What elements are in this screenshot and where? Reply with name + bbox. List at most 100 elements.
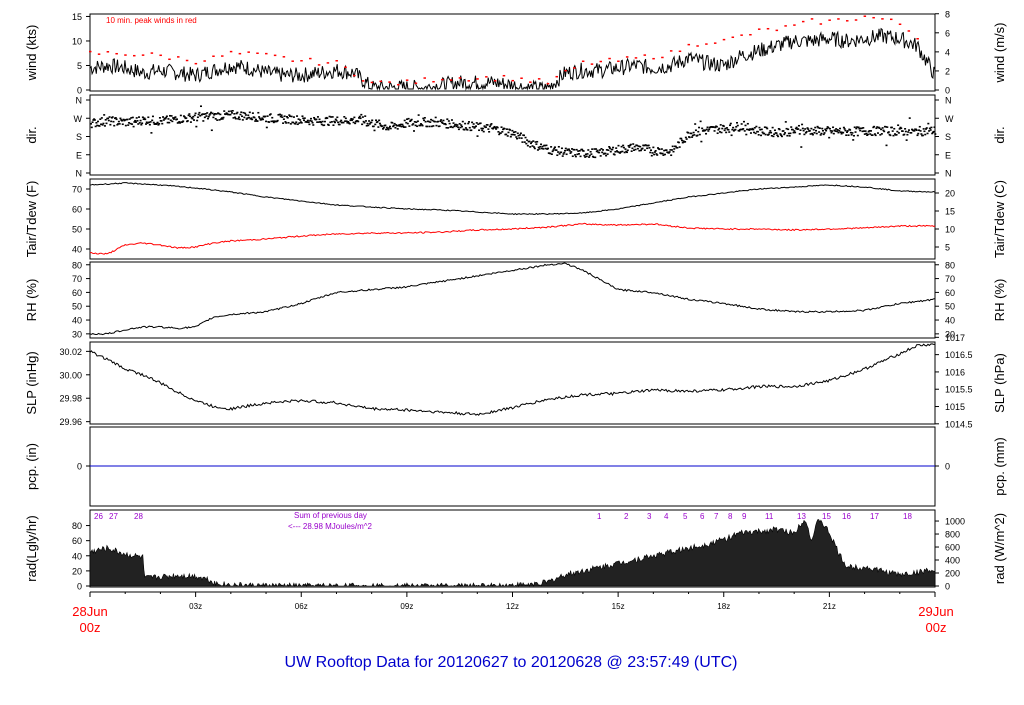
peak-wind-mark	[273, 54, 277, 57]
right-tick-label: N	[945, 96, 952, 106]
wind-direction-point	[611, 148, 614, 151]
wind-direction-point	[93, 118, 96, 120]
wind-direction-point	[167, 118, 170, 120]
wind-direction-point	[920, 133, 923, 135]
wind-direction-point	[388, 125, 391, 128]
wind-direction-point	[770, 134, 773, 137]
wind-direction-point	[615, 150, 618, 152]
wind-direction-point	[244, 112, 247, 115]
wind-direction-point	[365, 124, 368, 127]
wind-direction-point	[905, 139, 908, 141]
wind-direction-point	[151, 115, 154, 118]
wind-direction-point	[672, 150, 675, 153]
wind-direction-point	[261, 117, 264, 120]
wind-direction-point	[720, 131, 723, 134]
panel-frame	[89, 509, 936, 588]
wind-direction-point	[923, 130, 926, 133]
wind-direction-point	[222, 116, 225, 119]
wind-direction-point	[218, 119, 221, 121]
wind-direction-point	[793, 130, 796, 132]
wind-direction-point	[414, 124, 417, 127]
wind-direction-point	[813, 132, 816, 134]
wind-direction-point	[619, 152, 622, 154]
wind-direction-point	[773, 129, 776, 132]
wind-direction-point	[467, 121, 470, 123]
left-tick-label: 30.00	[59, 370, 82, 380]
wind-direction-point	[763, 132, 766, 135]
peak-wind-mark	[581, 60, 585, 63]
peak-wind-mark	[221, 55, 224, 57]
wind-direction-point	[361, 116, 364, 118]
hour-mark-label: 8	[728, 512, 733, 521]
wind-direction-point	[692, 131, 695, 134]
right-axis-title: wind (m/s)	[992, 23, 1007, 84]
wind-direction-point	[533, 147, 536, 150]
wind-direction-point	[393, 122, 396, 125]
left-axis-title: pcp. (in)	[24, 443, 39, 490]
wind-direction-point	[690, 132, 693, 135]
wind-direction-point	[102, 122, 105, 125]
wind-direction-point	[818, 131, 821, 133]
wind-direction-point	[412, 123, 415, 125]
wind-direction-point	[283, 115, 286, 118]
right-tick-label: 600	[945, 543, 960, 553]
peak-wind-mark	[353, 74, 356, 77]
wind-direction-point	[440, 119, 443, 121]
wind-direction-point	[151, 119, 154, 122]
peak-wind-mark	[441, 78, 444, 81]
wind-direction-point	[492, 126, 495, 129]
wind-direction-point	[323, 120, 326, 123]
wind-direction-point	[815, 132, 818, 135]
wind-direction-point	[807, 128, 810, 130]
wind-direction-point	[257, 111, 260, 114]
peak-wind-mark	[150, 52, 154, 54]
wind-direction-point	[907, 129, 910, 131]
left-tick-label: 29.96	[59, 417, 82, 427]
wind-direction-point	[605, 149, 608, 151]
wind-direction-point	[684, 136, 687, 139]
wind-direction-point	[763, 126, 766, 128]
wind-direction-point	[916, 134, 919, 137]
wind-direction-point	[400, 125, 403, 128]
wind-direction-point	[804, 131, 807, 134]
wind-direction-point	[296, 115, 299, 117]
wind-direction-point	[856, 134, 859, 137]
wind-direction-point	[139, 119, 142, 122]
wind-direction-point	[357, 120, 360, 123]
wind-direction-point	[863, 130, 866, 132]
wind-direction-point	[243, 116, 246, 119]
peak-wind-mark	[643, 54, 647, 56]
wind-direction-point	[382, 128, 385, 130]
wind-direction-point	[346, 121, 349, 124]
wind-direction-point	[832, 126, 835, 129]
wind-direction-point	[234, 117, 237, 120]
wind-direction-point	[775, 132, 778, 134]
wind-direction-point	[649, 151, 652, 154]
wind-direction-point	[115, 118, 118, 121]
wind-direction-point	[828, 127, 831, 130]
wind-direction-point	[292, 121, 295, 124]
wind-direction-point	[705, 128, 708, 131]
wind-direction-point	[352, 121, 355, 124]
wind-direction-point	[837, 131, 840, 134]
wind-direction-point	[351, 119, 354, 121]
wind-direction-point	[563, 151, 566, 154]
peak-wind-mark	[485, 76, 488, 78]
wind-direction-point	[550, 153, 553, 156]
wind-direction-point	[294, 123, 297, 125]
wind-direction-point	[780, 135, 783, 138]
wind-direction-point	[626, 149, 629, 152]
wind-direction-point	[753, 126, 756, 129]
peak-wind-mark	[907, 30, 911, 32]
wind-direction-point	[705, 132, 708, 135]
wind-direction-point	[144, 123, 147, 125]
wind-direction-point	[643, 149, 646, 151]
wind-direction-point	[757, 134, 760, 136]
wind-direction-point	[466, 129, 469, 131]
peak-wind-mark	[599, 60, 603, 63]
wind-direction-point	[785, 127, 788, 130]
wind-direction-point	[404, 126, 407, 128]
wind-direction-point	[354, 122, 357, 125]
wind-direction-point	[588, 156, 591, 158]
wind-direction-point	[839, 127, 842, 130]
